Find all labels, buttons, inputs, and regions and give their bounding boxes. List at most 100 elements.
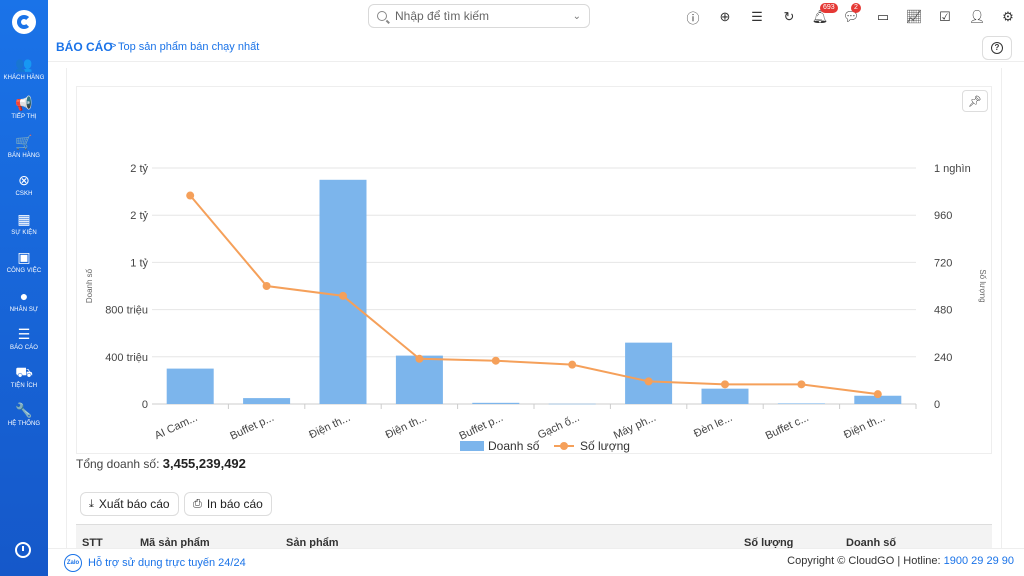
sidebar-item-2[interactable]: 🛒 BÁN HÀNG — [0, 134, 48, 170]
download-icon: ⤓ — [89, 497, 94, 510]
y-tick-label: 0 — [142, 399, 148, 411]
y2-tick-label: 0 — [934, 399, 940, 411]
support-link[interactable]: Hỗ trợ sử dụng trực tuyến 24/24 — [88, 557, 246, 569]
chart-line-icon[interactable]: 📈︎ — [905, 9, 923, 24]
hotline-number[interactable]: 1900 29 29 90 — [943, 555, 1014, 567]
support-icon: ⊗ — [18, 172, 30, 188]
bar — [166, 368, 214, 404]
app-logo[interactable] — [12, 10, 36, 34]
legend-label-quantity: Số lượng — [580, 439, 630, 453]
copyright: Copyright © CloudGO | Hotline: 1900 29 2… — [787, 555, 1014, 567]
report-icon: ☰ — [17, 326, 31, 342]
alert-icon[interactable]: ⓘ — [686, 10, 700, 26]
x-tick-label: Buffet c... — [764, 412, 811, 442]
col-stt[interactable]: STT — [82, 537, 103, 549]
gear-icon[interactable]: ⚙ — [1002, 9, 1014, 24]
calendar-icon[interactable]: ▭ — [876, 9, 890, 24]
briefcase-icon: ▣ — [17, 249, 31, 265]
report-panel — [66, 68, 1002, 548]
legend-swatch-revenue — [460, 441, 484, 451]
refresh-icon[interactable]: ↻ — [783, 9, 795, 24]
help-button[interactable]: ? — [982, 36, 1012, 60]
breadcrumb-root[interactable]: BÁO CÁO — [56, 40, 113, 54]
quantity-point — [797, 380, 806, 389]
calendar-icon: ▦ — [17, 211, 31, 227]
print-report-button[interactable]: ⎙ In báo cáo — [184, 492, 272, 516]
page-title: Top sản phẩm bán chạy nhất — [118, 41, 260, 53]
chat-badge: 2 — [851, 3, 861, 13]
sidebar-item-label: KHÁCH HÀNG — [3, 75, 45, 81]
search-icon — [377, 11, 387, 21]
search-input[interactable] — [395, 9, 565, 23]
sidebar-item-6[interactable]: ● NHÂN SỰ — [0, 288, 48, 324]
bell-badge: 693 — [820, 3, 838, 13]
sidebar-item-8[interactable]: ⛟ TIỆN ÍCH — [0, 364, 48, 400]
bar — [395, 355, 443, 404]
export-report-button[interactable]: ⤓ Xuất báo cáo — [80, 492, 179, 516]
sidebar-item-label: TIỆN ÍCH — [10, 383, 38, 389]
chat-icon[interactable]: 💬︎ 2 — [842, 3, 861, 24]
export-label: Xuất báo cáo — [98, 497, 170, 511]
users-icon: 👥 — [15, 56, 33, 72]
logo-mark — [17, 15, 31, 29]
sidebar-item-9[interactable]: 🔧 HỆ THỐNG — [0, 402, 48, 438]
total-label: Tổng doanh số: — [76, 457, 160, 471]
clock-icon[interactable] — [15, 542, 31, 558]
bar — [854, 395, 902, 404]
x-tick-label: Buffet p... — [457, 412, 505, 443]
x-tick-label: Gạch ố... — [536, 412, 582, 442]
user-icon[interactable]: 👤︎ — [968, 9, 986, 24]
bar — [548, 403, 596, 405]
sidebar-item-0[interactable]: 👥 KHÁCH HÀNG — [0, 56, 48, 92]
legend-marker-quantity — [560, 442, 568, 450]
sidebar-item-7[interactable]: ☰ BÁO CÁO — [0, 326, 48, 362]
cars-icon: ⛟ — [15, 364, 33, 380]
quantity-point — [568, 360, 577, 369]
y2-axis-title: Số lượng — [978, 269, 987, 302]
chevron-down-icon[interactable]: ⌄ — [572, 10, 581, 22]
total-revenue: Tổng doanh số: 3,455,239,492 — [76, 456, 246, 471]
col-quantity[interactable]: Số lượng — [744, 537, 794, 549]
footer: Zalo Hỗ trợ sử dụng trực tuyến 24/24 Cop… — [48, 548, 1024, 576]
print-label: In báo cáo — [206, 497, 263, 511]
col-revenue[interactable]: Doanh số — [846, 537, 897, 549]
x-tick-label: Đèn le... — [692, 412, 734, 440]
sidebar: 👥 KHÁCH HÀNG 📢 TIẾP THỊ 🛒 BÁN HÀNG ⊗ CSKH ▦ SỰ KI… — [0, 0, 48, 576]
pin-button[interactable]: 📌︎ — [962, 90, 988, 112]
copyright-text: Copyright © CloudGO — [787, 555, 895, 567]
quantity-point — [491, 356, 500, 365]
y2-tick-label: 1 nghìn — [934, 163, 971, 175]
y-tick-label: 2 tỷ — [130, 210, 148, 222]
x-tick-label: Máy ph... — [612, 412, 658, 442]
bar — [701, 388, 749, 404]
sidebar-item-1[interactable]: 📢 TIẾP THỊ — [0, 95, 48, 131]
sidebar-item-label: CÔNG VIỆC — [6, 268, 42, 274]
sidebar-item-4[interactable]: ▦ SỰ KIỆN — [0, 211, 48, 247]
y-tick-label: 800 triệu — [105, 305, 148, 317]
quantity-point — [415, 354, 424, 363]
sidebar-item-3[interactable]: ⊗ CSKH — [0, 172, 48, 208]
search-box[interactable]: ⌄ — [368, 4, 590, 28]
x-tick-label: AI Cam... — [153, 412, 200, 442]
bell-icon[interactable]: 🔔︎ 693 — [811, 3, 838, 26]
sidebar-item-label: SỰ KIỆN — [11, 230, 37, 236]
combo-chart: 0 400 triệu 800 triệu 1 tỷ 2 tỷ 2 tỷ 0 240 480 72… — [85, 163, 987, 453]
col-product-code[interactable]: Mã sản phẩm — [140, 537, 210, 549]
task-check-icon[interactable]: ☑ — [939, 9, 951, 24]
quantity-point — [873, 390, 882, 399]
megaphone-icon: 📢 — [15, 95, 33, 111]
sidebar-item-label: BÁO CÁO — [9, 345, 39, 351]
y-tick-label: 2 tỷ — [130, 163, 148, 175]
bar — [243, 398, 291, 404]
col-product[interactable]: Sản phẩm — [286, 537, 339, 549]
sidebar-item-label: TIẾP THỊ — [11, 114, 37, 120]
bar — [777, 403, 825, 404]
zalo-icon[interactable]: Zalo — [64, 554, 82, 572]
y-tick-label: 400 triệu — [105, 352, 148, 364]
add-icon[interactable]: ⊕ — [719, 9, 731, 24]
x-tick-label: Điện th... — [384, 412, 429, 441]
wrench-icon: 🔧 — [15, 402, 33, 418]
list-icon[interactable]: ☰ — [751, 9, 763, 24]
y2-tick-label: 480 — [934, 305, 952, 317]
sidebar-item-5[interactable]: ▣ CÔNG VIỆC — [0, 249, 48, 285]
